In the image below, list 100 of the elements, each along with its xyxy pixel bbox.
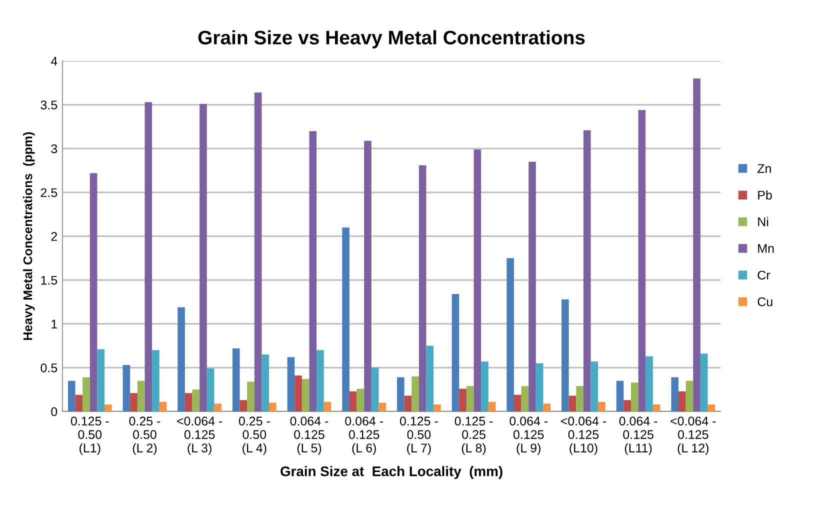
bar [568, 396, 576, 412]
bar [82, 377, 90, 412]
bar [708, 404, 716, 412]
bar [514, 394, 522, 412]
bar [342, 227, 350, 412]
bar [200, 104, 207, 412]
bar [97, 349, 105, 412]
bar [90, 173, 98, 412]
bar [418, 165, 426, 412]
bar [646, 356, 653, 412]
x-tick-label: 0.25 - 0.50 (L 4) [238, 416, 270, 455]
bar [543, 404, 551, 412]
bar [68, 380, 76, 412]
bar [481, 362, 488, 412]
bar [356, 388, 364, 412]
x-tick-label: 0.125 - 0.50 (L 7) [400, 416, 438, 455]
bar [459, 388, 466, 412]
bar [434, 404, 441, 412]
x-tick-label: <0.064 - 0.125 (L 12) [670, 416, 716, 455]
bar [528, 162, 536, 412]
x-tick-label: 0.064 - 0.125 (L 5) [290, 416, 328, 455]
y-axis-title: Heavy Metal Concentrations (ppm) [23, 132, 35, 340]
bar [562, 299, 569, 412]
bar [262, 354, 270, 412]
bar [232, 348, 240, 412]
bar [700, 354, 708, 412]
legend-label: Ni [758, 217, 768, 226]
bar [240, 400, 248, 412]
bar [206, 368, 214, 412]
bar [254, 92, 262, 412]
x-tick-label: 0.125 - 0.50 (L1) [70, 416, 109, 455]
bar [178, 307, 185, 412]
bar [269, 402, 276, 412]
y-tick-label: 1.5 [41, 276, 58, 285]
x-tick-label: 0.064 - 0.125 (L 9) [510, 416, 548, 455]
bar [488, 402, 496, 412]
bar [638, 110, 646, 412]
y-tick-label: 2 [51, 232, 57, 241]
bar [364, 140, 372, 412]
bar [104, 404, 112, 412]
y-tick-label: 1 [52, 320, 58, 328]
bar [75, 394, 83, 412]
legend-label: Cu [758, 297, 772, 306]
bar [130, 393, 138, 412]
bar [616, 380, 624, 412]
x-tick-label: 0.25 - 0.50 (L 2) [129, 416, 160, 455]
y-tick-label: 0.5 [40, 363, 58, 372]
chart-title: Grain Size vs Heavy Metal Concentrations [198, 30, 585, 48]
bar [426, 346, 434, 412]
bar [371, 368, 379, 412]
x-axis-title: Grain Size at Each Locality (mm) [280, 466, 502, 479]
bar [452, 294, 460, 412]
bar [349, 391, 357, 412]
bar [309, 131, 317, 412]
bar [590, 362, 598, 412]
bar [144, 102, 152, 412]
bar [521, 386, 529, 412]
x-tick-label: 0.064 - 0.125 (L11) [619, 416, 658, 455]
x-tick-label: <0.064 - 0.125 (L10) [560, 416, 606, 455]
bar [294, 376, 302, 412]
bar [686, 380, 694, 412]
x-tick-label: 0.064 - 0.125 (L 6) [345, 416, 383, 455]
x-tick-label: <0.064 - 0.125 (L 3) [177, 416, 222, 455]
legend-label: Pb [758, 190, 772, 200]
legend-label: Zn [758, 164, 771, 173]
bar [192, 390, 200, 412]
bar [598, 402, 606, 412]
bar [536, 363, 544, 412]
y-tick-label: 3.5 [40, 100, 58, 110]
y-tick-label: 0 [51, 407, 58, 416]
bar [652, 404, 660, 412]
bar [474, 149, 482, 412]
bar [184, 393, 192, 412]
bar [122, 365, 130, 412]
legend-label: Mn [758, 244, 774, 253]
y-tick-label: 2.5 [40, 188, 58, 198]
bar [396, 377, 404, 412]
bar [693, 78, 700, 412]
bar [678, 391, 686, 412]
bar [466, 386, 474, 412]
bar [506, 258, 514, 412]
bar [412, 376, 419, 412]
bar [671, 377, 678, 412]
bar [624, 400, 631, 412]
bar [378, 402, 386, 412]
bar [630, 382, 638, 412]
bar [137, 380, 145, 412]
bar [159, 402, 167, 412]
bar [214, 404, 222, 412]
bar [404, 396, 412, 412]
x-tick-label: 0.125 - 0.25 (L 8) [454, 416, 493, 455]
y-tick-label: 3 [51, 144, 58, 154]
legend-label: Cr [758, 270, 770, 280]
bar [302, 379, 310, 412]
bar [247, 382, 254, 412]
bar [576, 386, 584, 412]
bar [583, 130, 591, 412]
bar [316, 350, 324, 412]
bar [324, 402, 332, 412]
bar [287, 357, 295, 412]
